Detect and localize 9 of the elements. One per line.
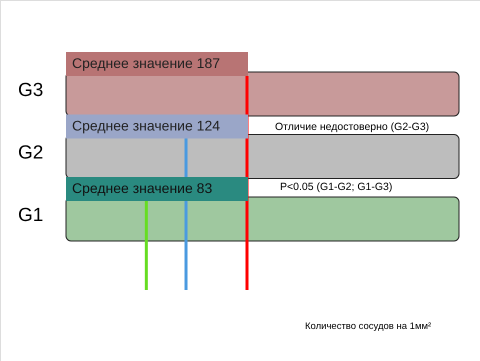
category-label: G1 <box>18 205 44 226</box>
data-label: Среднее значение 187 <box>72 55 220 71</box>
data-label: Среднее значение 124 <box>72 118 220 134</box>
text: Отличие недостоверно (G2-G3) <box>275 121 430 133</box>
category-label: G3 <box>18 80 44 101</box>
text: Количество сосудов на 1мм² <box>305 321 432 332</box>
data-label: Среднее значение 83 <box>72 180 212 196</box>
text: P<0.05 (G1-G2; G1-G3) <box>280 181 392 193</box>
category-label: G2 <box>18 142 44 164</box>
